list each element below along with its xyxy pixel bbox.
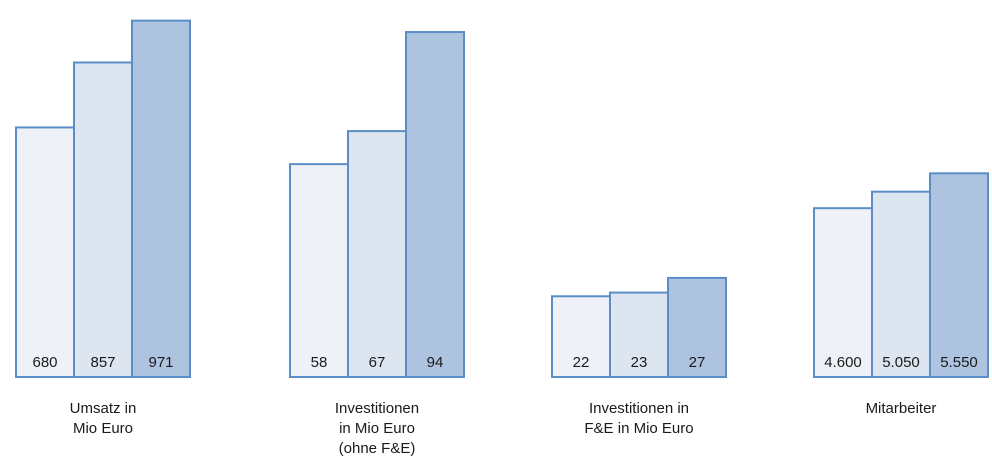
bar-group-2: 58 67 94 Investitionen in Mio Euro (ohne F&E) [289, 31, 465, 457]
bar-3-2 [609, 291, 669, 378]
bar-value-label: 5.550 [940, 354, 978, 371]
bar-value-label: 23 [631, 354, 648, 371]
bar-value-label: 4.600 [824, 354, 862, 371]
bar-value-label: 680 [32, 354, 57, 371]
bar-1-2 [73, 61, 133, 379]
bar-4-3 [929, 172, 989, 378]
bar-1-3 [131, 19, 191, 378]
group-label-line: Investitionen [335, 400, 419, 417]
bar-value-label: 5.050 [882, 354, 920, 371]
group-label-line: F&E in Mio Euro [584, 420, 693, 437]
bar-group-4: 4.600 5.050 5.550 Mitarbeiter [813, 172, 989, 417]
bar-value-label: 22 [573, 354, 590, 371]
bar-group-3: 22 23 27 Investitionen in F&E in Mio Euro [551, 276, 727, 437]
bar-3-1 [551, 295, 611, 379]
bar-value-label: 27 [689, 354, 706, 371]
group-label-line: Mitarbeiter [866, 400, 937, 417]
bar-2-2 [347, 130, 407, 378]
bar-3-3 [667, 276, 727, 378]
group-label-line: in Mio Euro [339, 420, 415, 437]
group-label-line: Investitionen in [589, 400, 689, 417]
group-label-line: Mio Euro [73, 420, 133, 437]
bar-value-label: 67 [369, 354, 386, 371]
bar-value-label: 94 [427, 354, 444, 371]
bar-4-1 [813, 207, 873, 378]
bar-1-1 [15, 126, 75, 378]
bar-4-2 [871, 190, 931, 378]
bar-2-3 [405, 31, 465, 379]
bar-value-label: 857 [90, 354, 115, 371]
bar-2-1 [289, 163, 349, 378]
bar-group-1: 680 857 971 Umsatz in Mio Euro [15, 19, 191, 437]
bar-value-label: 971 [148, 354, 173, 371]
bar-value-label: 58 [311, 354, 328, 371]
group-label-line: (ohne F&E) [339, 440, 416, 457]
group-label-line: Umsatz in [70, 400, 137, 417]
